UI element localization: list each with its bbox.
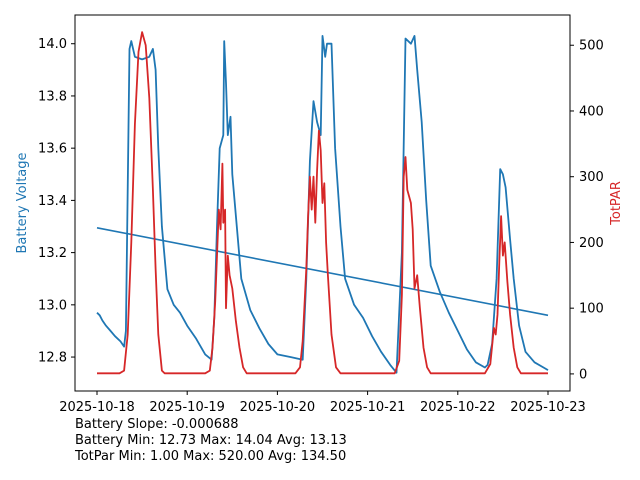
y-axis-left-label: Battery Voltage bbox=[15, 152, 30, 253]
battery-slope-text: Battery Slope: -0.000688 bbox=[75, 417, 239, 432]
x-tick-label: 2025-10-23 bbox=[510, 400, 586, 415]
y-right-tick-label: 100 bbox=[579, 302, 604, 317]
totpar-summary-text: TotPar Min: 1.00 Max: 520.00 Avg: 134.50 bbox=[75, 449, 347, 464]
y-left-tick-label: 14.0 bbox=[38, 37, 67, 52]
x-tick-label: 2025-10-19 bbox=[149, 400, 225, 415]
x-tick-label: 2025-10-20 bbox=[240, 400, 316, 415]
stats-panel: Battery Slope: -0.000688 Battery Min: 12… bbox=[75, 417, 347, 465]
y-left-tick-label: 12.8 bbox=[38, 351, 67, 366]
series-line-battery-trend bbox=[96, 227, 549, 317]
y-right-tick-label: 300 bbox=[579, 170, 604, 185]
plot-frame bbox=[74, 14, 571, 392]
y-left-tick-label: 13.0 bbox=[38, 298, 67, 313]
y-right-tick-label: 500 bbox=[579, 39, 604, 54]
y-right-tick-label: 400 bbox=[579, 104, 604, 119]
y-left-tick-label: 13.8 bbox=[38, 89, 67, 104]
series-layer bbox=[96, 31, 549, 375]
battery-summary-text: Battery Min: 12.73 Max: 14.04 Avg: 13.13 bbox=[75, 433, 347, 448]
x-tick-label: 2025-10-18 bbox=[59, 400, 135, 415]
series-line-battery-voltage bbox=[96, 35, 549, 374]
y-left-tick-label: 13.4 bbox=[38, 194, 67, 209]
y-axis-right-label: TotPAR bbox=[609, 181, 624, 226]
axes-layer: 2025-10-18 2025-10-19 2025-10-20 2025-10-21… bbox=[38, 14, 604, 415]
y-left-tick-label: 13.6 bbox=[38, 142, 67, 157]
x-tick-label: 2025-10-21 bbox=[330, 400, 406, 415]
y-left-tick-label: 13.2 bbox=[38, 246, 67, 261]
x-tick-label: 2025-10-22 bbox=[420, 400, 496, 415]
series-line-totpar bbox=[97, 31, 548, 375]
y-right-tick-label: 0 bbox=[579, 367, 587, 382]
y-right-tick-label: 200 bbox=[579, 236, 604, 251]
